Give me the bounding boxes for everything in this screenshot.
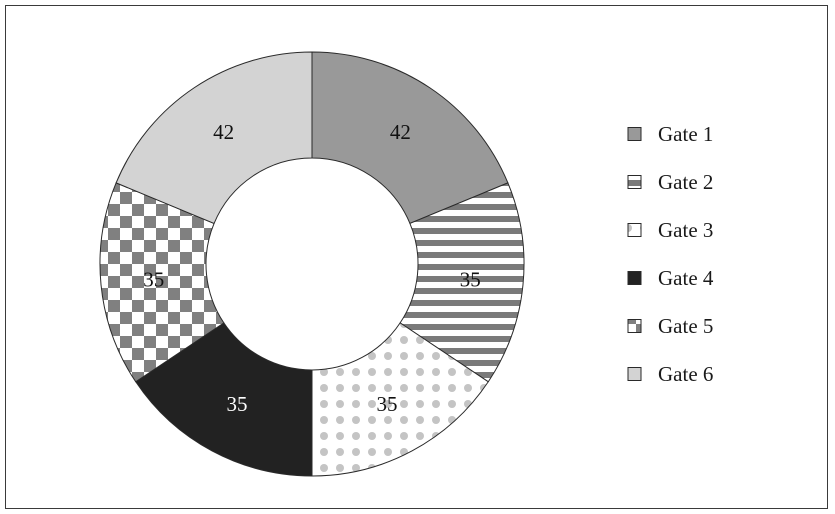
legend-swatch-gate-1: [627, 127, 642, 141]
legend-label-gate-2: Gate 2: [658, 170, 713, 194]
slice-gate-1: [311, 51, 509, 225]
legend-item-gate-6: Gate 6: [627, 362, 713, 386]
legend-label-gate-3: Gate 3: [658, 218, 713, 242]
slice-gate-2: [399, 182, 525, 383]
donut-data-labels: 42 35 35 35 35 42: [143, 120, 480, 416]
data-label-gate-3: 35: [376, 392, 397, 416]
legend-label-gate-6: Gate 6: [658, 362, 713, 386]
legend-item-gate-5: Gate 5: [627, 314, 713, 338]
slice-gate-6: [115, 51, 313, 225]
legend-swatch-gate-6: [627, 367, 642, 381]
data-label-gate-6: 42: [213, 120, 234, 144]
data-label-gate-5: 35: [143, 268, 164, 292]
legend-swatch-gate-4: [627, 271, 642, 285]
legend-item-gate-1: Gate 1: [627, 122, 713, 146]
data-label-gate-2: 35: [460, 268, 481, 292]
legend-swatch-gate-2: [627, 175, 642, 189]
slice-gate-3: [311, 322, 489, 477]
donut-slices: [99, 51, 525, 477]
legend-item-gate-2: Gate 2: [627, 170, 713, 194]
legend: Gate 1 Gate 2 Gate 3 Gate 4 Gate 5 Gate 6: [627, 122, 714, 386]
legend-label-gate-5: Gate 5: [658, 314, 713, 338]
legend-swatch-gate-3: [627, 223, 642, 237]
slice-gate-5: [99, 182, 225, 383]
data-label-gate-1: 42: [390, 120, 411, 144]
legend-item-gate-4: Gate 4: [627, 266, 714, 290]
data-label-gate-4: 35: [227, 392, 248, 416]
legend-swatch-gate-5: [627, 319, 642, 333]
legend-label-gate-4: Gate 4: [658, 266, 714, 290]
legend-item-gate-3: Gate 3: [627, 218, 713, 242]
legend-label-gate-1: Gate 1: [658, 122, 713, 146]
slice-gate-4: [135, 322, 313, 477]
